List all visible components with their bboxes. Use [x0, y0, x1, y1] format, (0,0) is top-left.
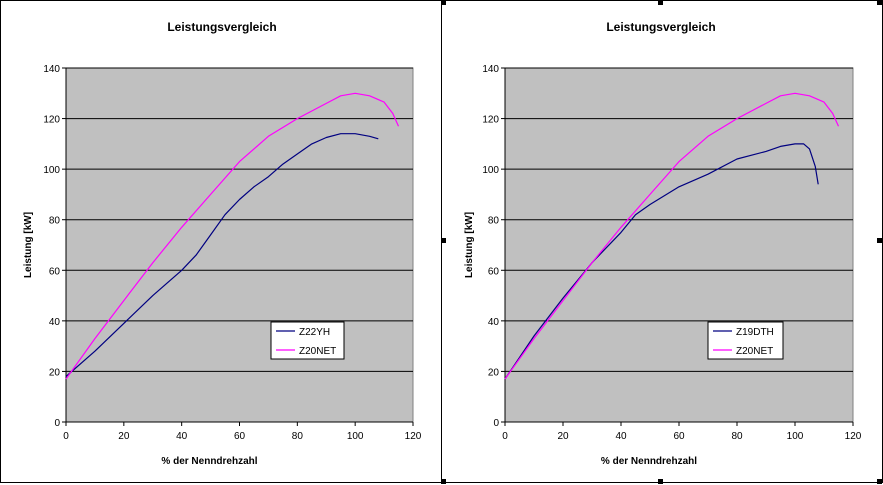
selection-handle[interactable] — [441, 238, 446, 243]
selection-handle[interactable] — [877, 0, 882, 5]
x-tick-label: 0 — [502, 431, 508, 442]
legend-entry: Z19DTH — [736, 327, 774, 338]
x-tick-label: 120 — [845, 431, 862, 442]
y-tick-label: 120 — [43, 115, 60, 126]
y-tick-label: 20 — [488, 367, 500, 378]
x-tick-label: 40 — [615, 431, 627, 442]
y-tick-label: 140 — [43, 64, 60, 75]
series-line-z20net — [504, 92, 840, 380]
x-tick-label: 20 — [557, 431, 569, 442]
y-axis-label: Leistung [kW] — [464, 212, 475, 278]
y-tick-label: 140 — [482, 64, 499, 75]
y-tick-label: 40 — [488, 317, 500, 328]
selection-handle[interactable] — [877, 479, 882, 484]
selection-handle[interactable] — [658, 479, 663, 484]
selection-handle[interactable] — [441, 0, 446, 5]
x-tick-label: 40 — [176, 431, 188, 442]
y-tick-label: 80 — [49, 216, 61, 227]
x-axis-label: % der Nenndrehzahl — [161, 456, 257, 467]
y-tick-label: 40 — [49, 317, 61, 328]
chart-frame-left: Leistungsvergleich 0 20 40 60 80 100 120 140 0 20 4… — [0, 0, 442, 483]
series-line-z22yh — [65, 133, 379, 377]
x-axis-label: % der Nenndrehzahl — [601, 456, 697, 467]
y-tick-label: 60 — [488, 266, 500, 277]
chart-frame-right: Leistungsvergleich 0 20 40 60 80 100 120 140 0 20 4… — [442, 0, 883, 483]
legend-entry: Z20NET — [736, 346, 773, 357]
legend-box — [270, 321, 345, 360]
plot-area — [65, 67, 414, 423]
selection-handle[interactable] — [658, 0, 663, 5]
x-tick-label: 100 — [787, 431, 804, 442]
chart-title: Leistungsvergleich — [606, 20, 715, 34]
x-tick-label: 0 — [63, 431, 69, 442]
selection-handle[interactable] — [441, 479, 446, 484]
legend-box — [707, 321, 784, 360]
chart-right: Leistungsvergleich 0 20 40 60 80 100 120 140 0 20 4… — [464, 20, 862, 467]
legend-entry: Z22YH — [299, 327, 330, 338]
x-tick-label: 60 — [234, 431, 246, 442]
plot-area — [504, 67, 854, 423]
y-tick-label: 0 — [493, 418, 499, 429]
series-line-z20net — [65, 92, 400, 380]
x-tick-label: 80 — [292, 431, 304, 442]
chart-title: Leistungsvergleich — [167, 20, 276, 34]
x-tick-label: 120 — [405, 431, 422, 442]
x-tick-label: 100 — [347, 431, 364, 442]
chart-left: Leistungsvergleich 0 20 40 60 80 100 120 140 0 20 4… — [23, 20, 422, 467]
legend-entry: Z20NET — [299, 346, 336, 357]
y-tick-label: 0 — [54, 418, 60, 429]
x-tick-label: 80 — [731, 431, 743, 442]
x-tick-label: 60 — [673, 431, 685, 442]
y-tick-label: 60 — [49, 266, 61, 277]
y-tick-label: 80 — [488, 216, 500, 227]
y-tick-label: 100 — [482, 165, 499, 176]
y-tick-label: 120 — [482, 115, 499, 126]
y-axis-label: Leistung [kW] — [23, 212, 34, 278]
x-tick-label: 20 — [118, 431, 130, 442]
y-tick-label: 20 — [49, 367, 61, 378]
y-tick-label: 100 — [43, 165, 60, 176]
selection-handle[interactable] — [877, 238, 882, 243]
